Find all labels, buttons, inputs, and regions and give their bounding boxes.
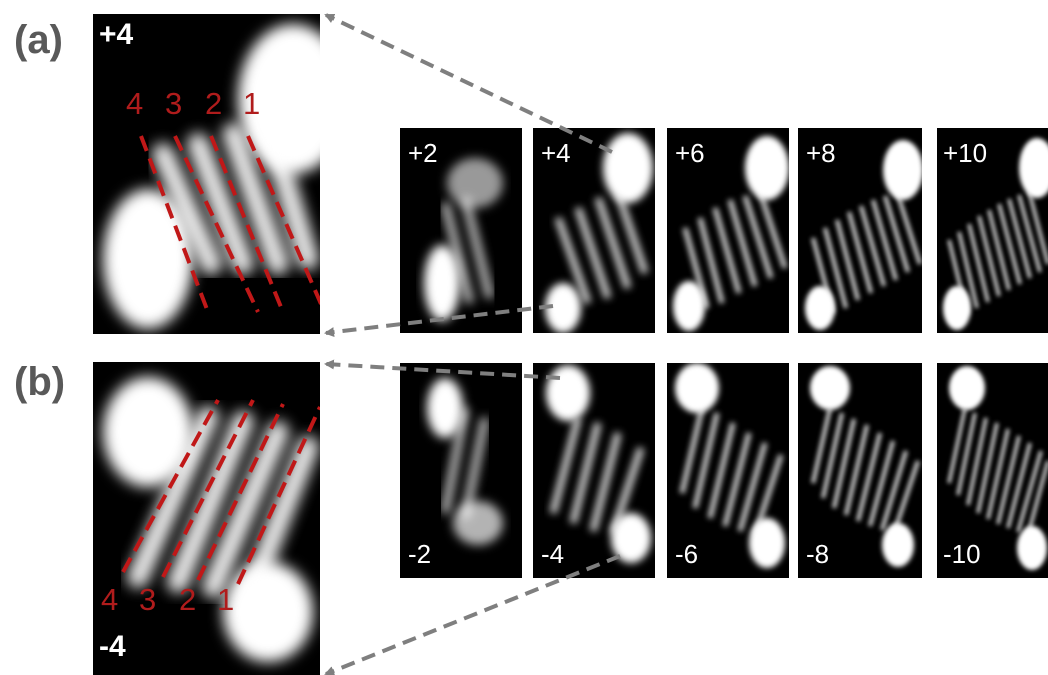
- fringe-thumbnail: -10: [937, 363, 1048, 578]
- frame-label: +4: [99, 18, 134, 51]
- frame-label: -4: [99, 630, 126, 663]
- fringe-thumbnail: +4: [533, 128, 655, 333]
- order-label: 4: [126, 86, 144, 121]
- thumb-label: -4: [541, 539, 565, 569]
- order-label: 3: [139, 582, 157, 617]
- fringe-thumbnail: -2: [400, 363, 522, 578]
- thumb-label: -8: [806, 539, 830, 569]
- order-label: 1: [217, 582, 235, 617]
- fringe-thumbnail: -6: [667, 363, 789, 578]
- thumb-label: +4: [541, 138, 571, 168]
- order-label: 3: [165, 86, 183, 121]
- thumb-label: +10: [943, 138, 988, 168]
- panel-label-a: (a): [14, 18, 63, 62]
- fringe-thumbnail: -8: [798, 363, 922, 578]
- fringe-thumbnail: +8: [798, 128, 922, 333]
- fringe-thumbnail: +2: [400, 128, 522, 333]
- fringe-image-b-large: -4 4 3 2 1: [93, 362, 320, 675]
- order-label: 2: [179, 582, 197, 617]
- fringe-thumbnail: +10: [937, 128, 1048, 333]
- thumb-label: +6: [675, 138, 705, 168]
- thumb-label: +8: [806, 138, 836, 168]
- order-label: 1: [243, 86, 261, 121]
- fringe-thumbnail: -4: [533, 363, 655, 578]
- thumb-label: -10: [943, 539, 981, 569]
- panel-label-b: (b): [14, 360, 66, 404]
- thumb-label: -2: [408, 539, 432, 569]
- thumb-label: +2: [408, 138, 438, 168]
- thumb-label: -6: [675, 539, 699, 569]
- order-label: 2: [205, 86, 223, 121]
- order-label: 4: [101, 582, 119, 617]
- fringe-image-a-large: +4 4 3 2 1: [93, 14, 320, 334]
- fringe-thumbnail: +6: [667, 128, 789, 333]
